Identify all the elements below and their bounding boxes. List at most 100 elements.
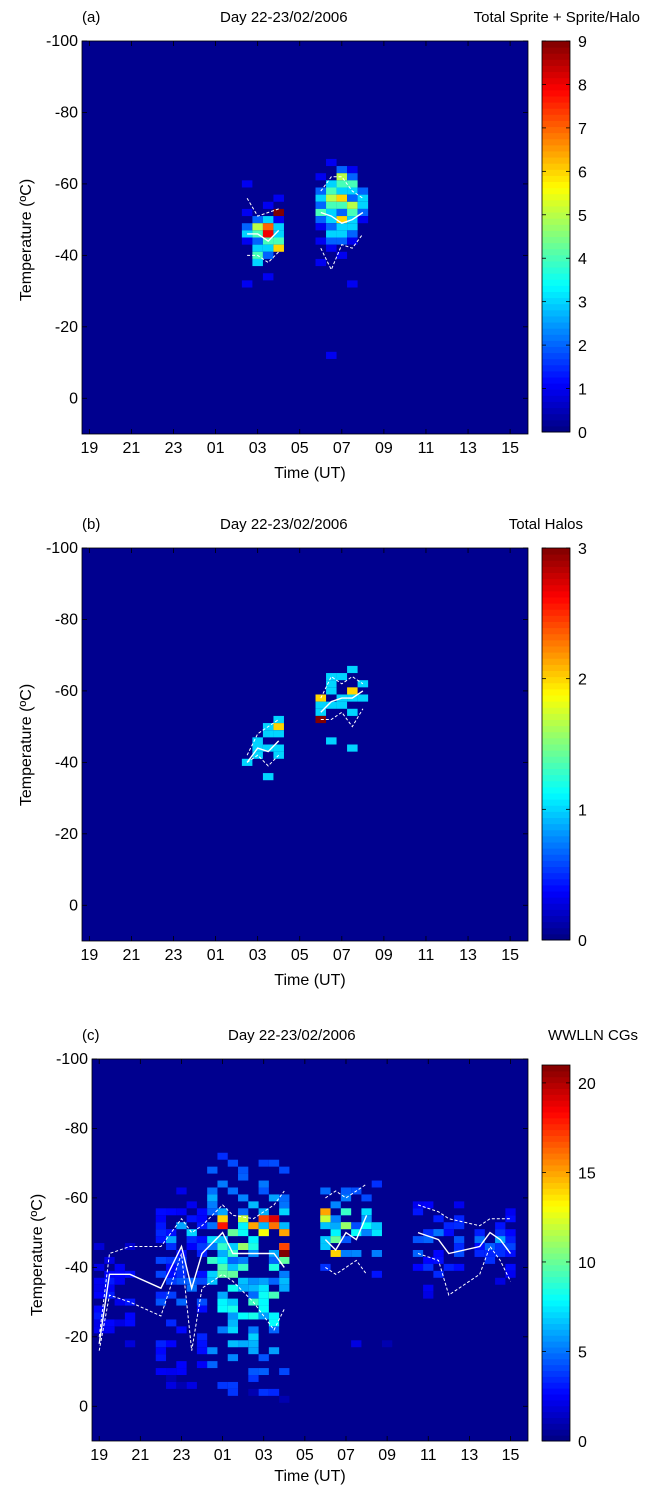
y-tick-label: -20 [55,826,78,843]
colorbar-segment [542,1364,570,1371]
colorbar-segment [542,389,570,396]
heat-cell [357,194,369,202]
heat-cell [268,1194,280,1202]
heat-cell [196,1340,208,1348]
heat-cell [166,1319,177,1327]
overlay-median-line [417,1231,512,1255]
heat-cell [273,223,284,231]
y-tick-label: -60 [65,1190,88,1207]
colorbar-segment [542,230,570,237]
heat-cell [252,216,263,224]
heat-cell [238,1284,249,1292]
x-tick-label: 11 [420,1447,437,1464]
heat-cell [196,1298,208,1306]
colorbar-segment [542,1405,570,1413]
heat-cell [495,1222,506,1230]
colorbar-frame [541,40,571,433]
colorbar-segment [542,1123,570,1131]
heat-cell [273,237,284,245]
heat-cell [279,1222,290,1230]
colorbar-segment [542,927,570,935]
heat-cell [227,1312,239,1320]
colorbar-segment [542,811,570,818]
colorbar-segment [542,175,570,183]
heat-cell [238,1222,249,1230]
x-tick-label: 21 [123,947,141,964]
heat-cell [371,1180,382,1188]
colorbar-segment [542,1088,570,1095]
colorbar-segment [542,719,570,727]
y-tick-label: 0 [69,897,78,914]
heat-cell [505,1208,516,1216]
colorbar-segment [542,370,570,378]
colorbar-segment [542,242,570,250]
colorbar-segment [542,193,570,201]
heat-cell [330,1229,341,1237]
heat-cell [273,208,284,217]
heat-cell [340,1222,352,1230]
heat-cell [336,173,348,181]
heat-cell [196,1208,208,1216]
colorbar-segment [542,1423,570,1430]
colorbar-segment [542,915,570,923]
heat-cell [155,1347,167,1355]
x-tick-label: 11 [418,440,435,457]
heat-cell [124,1319,136,1327]
heat-cell [166,1229,177,1237]
heat-cell [433,1250,444,1257]
heat-cell [315,208,327,217]
heat-cell [315,223,327,231]
colorbar-tick-label: 8 [578,77,587,94]
heat-cell [248,1340,259,1348]
y-tick-label: -100 [56,1051,88,1068]
heat-cell [336,194,348,202]
x-tick-label: 09 [375,947,393,964]
x-tick-label: 15 [502,1447,520,1464]
heat-cell [186,1277,197,1285]
y-tick-label: -80 [65,1120,88,1137]
heat-cell [351,1340,362,1348]
colorbar-segment [542,1206,570,1213]
heat-cell [340,1236,352,1244]
heat-cell [238,1173,249,1181]
colorbar-segment [542,89,570,97]
colorbar-segment [542,1282,570,1289]
colorbar-segment [542,267,570,274]
heat-cell [196,1361,208,1369]
colorbar-segment [542,891,570,898]
x-axis-label-c: Time (UT) [274,1468,345,1485]
y-axis-label-b: Temperature (ºC) [18,684,35,806]
heat-cell [326,230,337,238]
y-tick-label: -40 [55,247,78,264]
heat-cell [320,1243,331,1250]
heat-cell [176,1208,187,1216]
y-tick-label: 0 [69,390,78,407]
colorbar-segment [542,695,570,702]
heat-cell [484,1243,496,1250]
heat-cell [166,1270,177,1278]
panel-subtitle-c: WWLLN CGs [548,1027,638,1044]
heat-cell [336,187,348,195]
colorbar-segment [542,1070,570,1078]
heat-cell [155,1340,167,1348]
colorbar-segment [542,1317,570,1324]
heat-cell [166,1291,177,1299]
colorbar-segment [542,1129,570,1136]
colorbar-segment [542,1117,570,1125]
heat-cell [423,1256,434,1264]
colorbar-segment [542,248,570,256]
plot-frame [91,1058,529,1442]
heat-cell [320,1215,331,1223]
heat-cell [227,1340,239,1348]
colorbar-segment [542,126,570,134]
colorbar-tick-label: 2 [578,672,587,689]
colorbar-tick-label: 9 [578,34,587,51]
heat-cell [357,201,369,209]
overlay-lower-line [98,1253,285,1351]
heat-cell [114,1263,125,1271]
heat-cell [258,1291,269,1299]
heat-cell [347,237,358,245]
y-tick-label: 0 [79,1398,88,1415]
heat-cell [238,1256,249,1264]
heat-cell [361,1194,372,1202]
